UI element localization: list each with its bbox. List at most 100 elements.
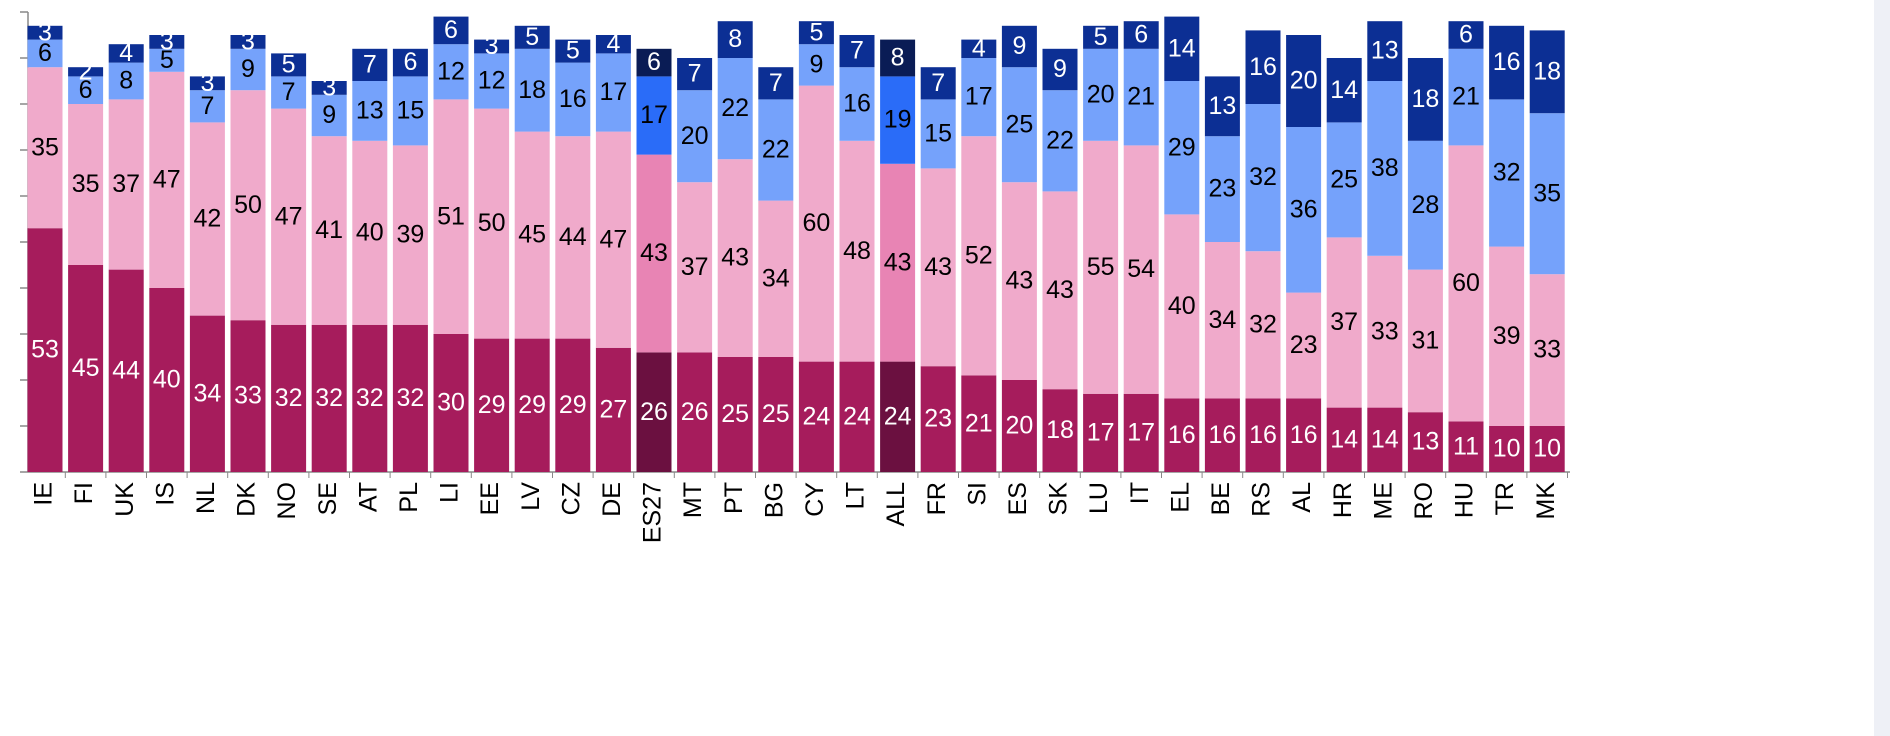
data-label: 55: [1087, 253, 1115, 281]
data-label: 33: [1371, 317, 1399, 345]
data-label: 13: [1371, 37, 1399, 65]
bar-segment: [392, 48, 428, 77]
data-label: 35: [1533, 179, 1561, 207]
bar-segment: [920, 67, 956, 100]
bar-segment: [555, 62, 591, 137]
bar-segment: [1245, 251, 1281, 399]
x-tick-label: LI: [436, 482, 464, 503]
x-tick-label: MT: [679, 482, 707, 518]
data-label: 4: [119, 39, 133, 67]
bar-segment: [271, 324, 307, 472]
bar-segment: [1367, 407, 1403, 472]
bar-segment: [1001, 67, 1037, 183]
bar-segment: [595, 35, 631, 54]
bar-segment: [717, 21, 753, 58]
data-label: 12: [478, 67, 506, 95]
x-tick-label: LV: [517, 482, 545, 511]
bar-segment: [1164, 81, 1200, 215]
data-label: 9: [1053, 55, 1067, 83]
bar-segment: [68, 76, 104, 104]
bar-segment: [880, 76, 916, 164]
data-label: 37: [1330, 308, 1358, 336]
data-label: 29: [1168, 133, 1196, 161]
bar-segment: [189, 315, 225, 472]
bar-segment: [1123, 393, 1159, 472]
data-label: 5: [160, 46, 174, 74]
data-label: 8: [119, 67, 133, 95]
data-label: 24: [884, 402, 912, 430]
x-tick-label: NO: [273, 482, 301, 520]
data-label: 39: [396, 221, 424, 249]
x-tick-label: SE: [314, 482, 342, 515]
bar-segment: [1529, 426, 1565, 472]
bar-segment: [433, 16, 469, 45]
data-label: 3: [485, 32, 499, 60]
bar-segment: [108, 62, 144, 100]
data-label: 17: [965, 83, 993, 111]
bar-segment: [271, 53, 307, 77]
x-tick-label: EE: [476, 482, 504, 515]
bar-segment: [1245, 398, 1281, 472]
data-label: 32: [315, 384, 343, 412]
bar-segment: [1001, 25, 1037, 68]
bar-segment: [514, 25, 550, 49]
bar-segment: [880, 39, 916, 77]
bar-segment: [433, 44, 469, 100]
bar-segment: [392, 145, 428, 325]
bar-segment: [311, 81, 347, 95]
x-tick-label: ES27: [639, 482, 667, 543]
data-label: 2: [79, 57, 93, 85]
bar-segment: [1042, 90, 1078, 192]
bar-segment: [1326, 407, 1362, 472]
bar-segment: [636, 76, 672, 155]
data-label: 13: [1411, 428, 1439, 456]
bar-segment: [271, 76, 307, 109]
data-label: 42: [193, 205, 221, 233]
data-label: 16: [1290, 421, 1318, 449]
data-label: 50: [234, 191, 262, 219]
bar-segment: [1489, 25, 1525, 100]
bar-segment: [1367, 21, 1403, 81]
bar-segment: [798, 85, 834, 362]
data-label: 24: [843, 402, 871, 430]
bar-segment: [230, 35, 266, 49]
data-label: 32: [356, 384, 384, 412]
bar-segment: [758, 99, 794, 201]
data-label: 36: [1290, 195, 1318, 223]
x-tick-label: ES: [1004, 482, 1032, 515]
bar-segment: [636, 154, 672, 353]
bar-segment: [1204, 76, 1240, 137]
bar-segment: [1083, 48, 1119, 141]
bar-segment: [555, 39, 591, 63]
bar-segment: [433, 99, 469, 335]
bar-segment: [149, 71, 185, 288]
data-label: 16: [1208, 421, 1236, 449]
data-label: 39: [1493, 322, 1521, 350]
bar-segment: [839, 361, 875, 472]
x-tick-label: IS: [151, 482, 179, 506]
bar-segment: [392, 324, 428, 472]
data-label: 18: [1046, 416, 1074, 444]
data-label: 32: [1249, 163, 1277, 191]
bar-segment: [433, 334, 469, 472]
data-label: 60: [1452, 269, 1480, 297]
data-label: 26: [640, 398, 668, 426]
bar-segment: [1407, 269, 1443, 413]
x-tick-label: FR: [923, 482, 951, 515]
bar-segment: [189, 90, 225, 123]
data-label: 30: [437, 389, 465, 417]
data-label: 43: [924, 253, 952, 281]
bar-segment: [311, 324, 347, 472]
data-label: 20: [1087, 80, 1115, 108]
data-label: 17: [599, 78, 627, 106]
data-label: 35: [31, 133, 59, 161]
data-label: 13: [1208, 92, 1236, 120]
data-label: 15: [924, 120, 952, 148]
bar-segment: [1286, 292, 1322, 399]
bar-segment: [555, 338, 591, 472]
data-label: 18: [1411, 85, 1439, 113]
x-tick-label: SI: [963, 482, 991, 506]
bar-segment: [1042, 48, 1078, 91]
data-label: 17: [640, 101, 668, 129]
bar-segment: [595, 131, 631, 348]
